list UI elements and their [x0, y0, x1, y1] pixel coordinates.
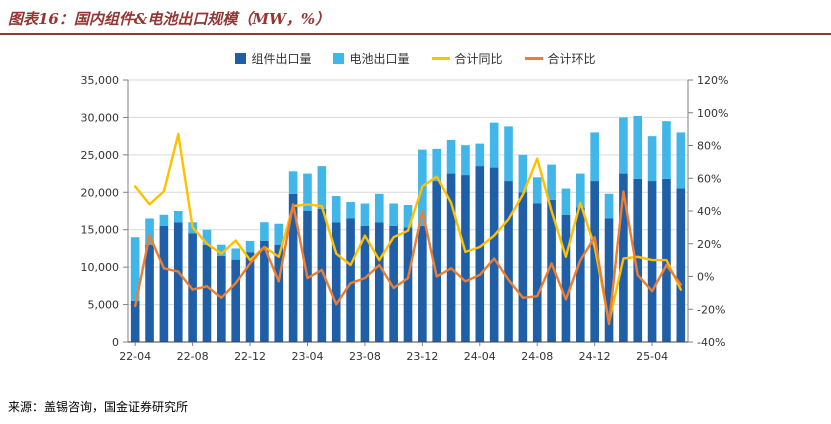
svg-text:100%: 100% — [697, 107, 728, 120]
svg-text:5,000: 5,000 — [88, 299, 120, 312]
svg-text:22-08: 22-08 — [177, 350, 209, 363]
svg-text:60%: 60% — [697, 172, 721, 185]
legend-item-yoy: 合计同比 — [431, 50, 503, 67]
svg-text:24-12: 24-12 — [579, 350, 611, 363]
series-lines — [133, 132, 682, 326]
svg-text:35,000: 35,000 — [81, 74, 120, 87]
svg-text:-40%: -40% — [697, 336, 725, 349]
chart-legend: 组件出口量 电池出口量 合计同比 合计环比 — [0, 50, 831, 67]
svg-text:10,000: 10,000 — [81, 261, 120, 274]
title-rule — [0, 33, 831, 35]
svg-text:-20%: -20% — [697, 303, 725, 316]
chart-canvas: 0 5,000 10,000 15,000 20,000 25,000 30,000 35,0… — [81, 74, 729, 363]
svg-text:22-04: 22-04 — [119, 350, 151, 363]
svg-text:25,000: 25,000 — [81, 149, 120, 162]
legend-item-battery: 电池出口量 — [333, 50, 410, 67]
legend-label-mom: 合计环比 — [547, 52, 596, 66]
svg-text:0: 0 — [112, 336, 119, 349]
chart-title: 图表16：国内组件&电池出口规模（MW，%） — [8, 10, 331, 28]
svg-text:23-12: 23-12 — [406, 350, 438, 363]
svg-text:30,000: 30,000 — [81, 111, 120, 124]
svg-text:120%: 120% — [697, 74, 728, 87]
svg-text:0%: 0% — [697, 271, 714, 284]
source-note: 来源：盖锡咨询，国金证券研究所 — [8, 400, 189, 414]
legend-label-component: 组件出口量 — [251, 52, 312, 66]
svg-text:25-04: 25-04 — [636, 350, 668, 363]
svg-text:20,000: 20,000 — [81, 186, 120, 199]
legend-item-component: 组件出口量 — [235, 50, 311, 67]
svg-text:22-12: 22-12 — [234, 350, 266, 363]
svg-text:23-04: 23-04 — [292, 350, 324, 363]
legend-label-battery: 电池出口量 — [349, 52, 410, 66]
svg-text:24-04: 24-04 — [464, 350, 496, 363]
legend-label-yoy: 合计同比 — [454, 52, 503, 66]
axis-labels: 0 5,000 10,000 15,000 20,000 25,000 30,000 35,0… — [81, 74, 729, 363]
battery-bar-swatch — [333, 53, 345, 64]
component-bar-swatch — [235, 53, 247, 64]
svg-text:24-08: 24-08 — [521, 350, 553, 363]
svg-text:40%: 40% — [697, 205, 721, 218]
legend-item-mom: 合计环比 — [524, 50, 596, 67]
svg-text:20%: 20% — [697, 238, 721, 251]
yoy-line-swatch — [431, 57, 450, 60]
svg-text:15,000: 15,000 — [81, 224, 120, 237]
svg-text:23-08: 23-08 — [349, 350, 381, 363]
svg-text:80%: 80% — [697, 140, 721, 153]
mom-line-swatch — [524, 57, 543, 60]
axes — [123, 79, 693, 346]
